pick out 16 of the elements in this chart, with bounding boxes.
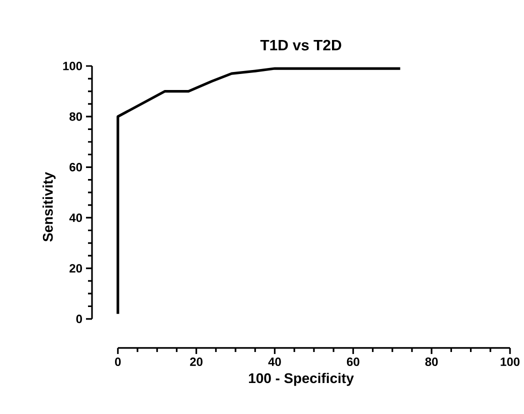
x-tick-label: 60 [346,358,360,366]
x-tick-label: 40 [268,358,281,366]
x-tick-label: 80 [425,358,438,366]
y-tick-label: 60 [70,162,82,172]
x-tick-label: 20 [190,358,202,366]
chart-title: T1D vs T2D [260,40,342,50]
y-tick-label: 40 [69,213,82,222]
x-tick-label: 0 [115,358,121,366]
y-tick-label: 0 [76,314,82,324]
line-series [116,67,402,316]
y-tick-label: 20 [70,264,82,273]
y-tick-label: 100 [63,62,82,70]
x-axis-title: 100 - Specificity [248,372,354,386]
y-axis-title: Sensitivity [42,172,56,242]
x-tick-label: 100 [500,358,520,366]
y-tick-label: 80 [70,112,82,121]
